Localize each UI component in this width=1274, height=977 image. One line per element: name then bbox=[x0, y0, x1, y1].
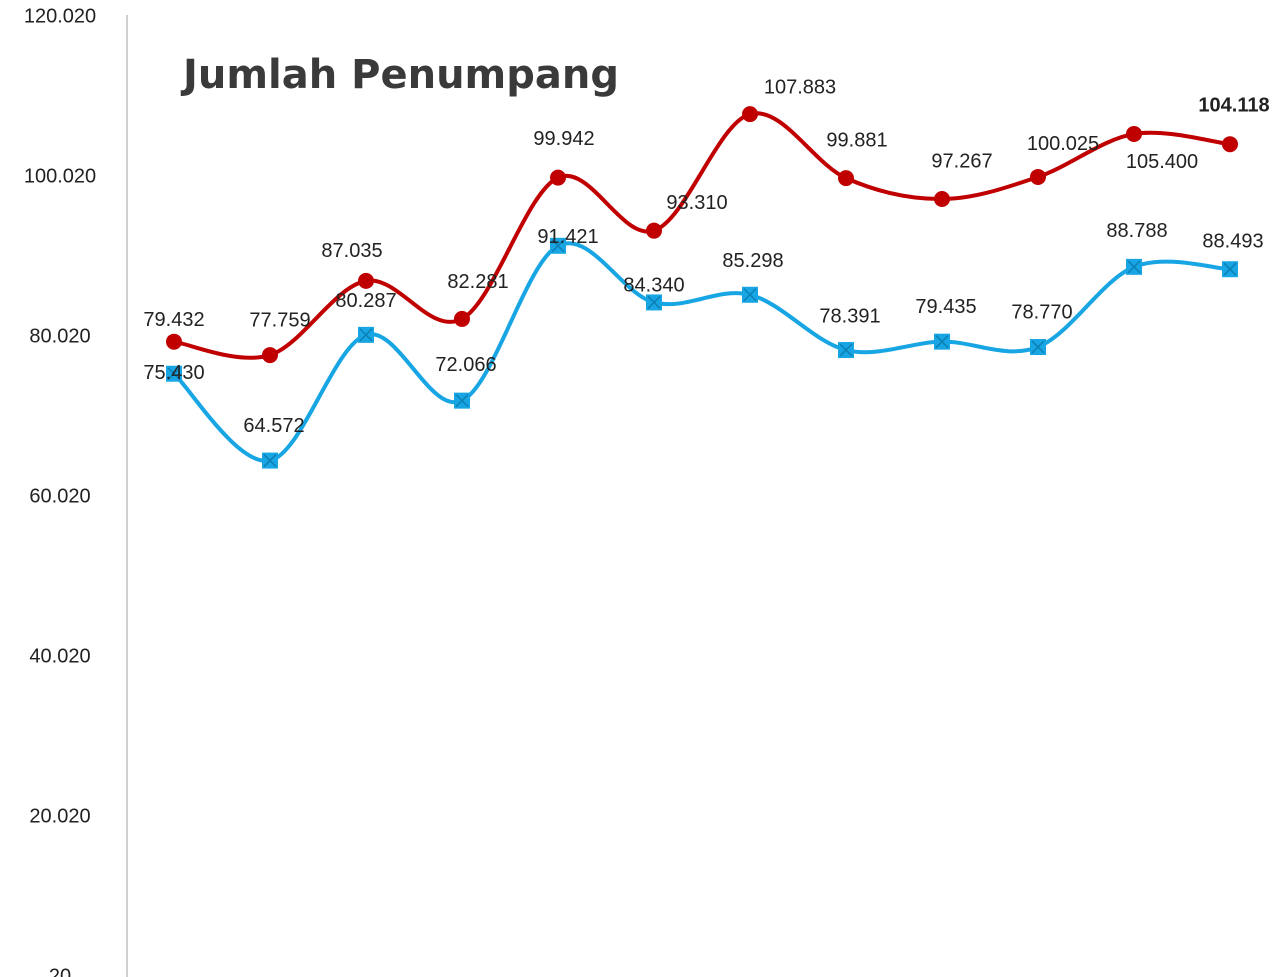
point-marker bbox=[550, 169, 566, 186]
marker-cross bbox=[935, 335, 949, 349]
data-label: 99.942 bbox=[533, 128, 594, 150]
data-label: 84.340 bbox=[623, 275, 684, 297]
data-label: 85.298 bbox=[722, 250, 783, 272]
data-label: 80.287 bbox=[335, 290, 396, 312]
point-marker bbox=[358, 326, 374, 343]
data-label: 100.025 bbox=[1027, 133, 1099, 155]
data-label: 105.400 bbox=[1126, 151, 1198, 173]
marker-cross bbox=[455, 394, 469, 408]
point-marker bbox=[1126, 125, 1142, 142]
point-marker bbox=[1030, 339, 1046, 355]
marker-cross bbox=[359, 328, 373, 342]
point-marker bbox=[934, 191, 950, 208]
marker-cross bbox=[551, 239, 565, 253]
point-marker bbox=[166, 333, 182, 350]
point-marker bbox=[646, 222, 662, 239]
point-marker bbox=[262, 452, 278, 469]
data-label: 64.572 bbox=[243, 415, 304, 437]
data-label: 78.391 bbox=[819, 305, 880, 327]
marker-cross bbox=[1127, 260, 1141, 274]
point-marker bbox=[358, 272, 374, 289]
y-tick-label: 40.020 bbox=[29, 645, 90, 667]
marker-cross bbox=[1031, 340, 1045, 354]
marker-cross bbox=[263, 454, 277, 468]
data-label: 88.493 bbox=[1202, 230, 1263, 252]
point-marker bbox=[550, 237, 566, 254]
point-marker bbox=[934, 333, 950, 350]
data-label: 91.421 bbox=[537, 226, 598, 248]
point-marker bbox=[1126, 258, 1142, 275]
data-label: 77.759 bbox=[249, 309, 310, 331]
chart-title: Jumlah Penumpang bbox=[180, 52, 619, 98]
point-marker bbox=[838, 342, 854, 359]
data-label: 104.118 bbox=[1198, 94, 1269, 116]
data-label: 75.430 bbox=[143, 362, 204, 384]
point-marker bbox=[262, 347, 278, 364]
data-label: 97.267 bbox=[931, 150, 992, 172]
data-label: 72.066 bbox=[435, 354, 496, 376]
data-label: 79.435 bbox=[915, 296, 976, 318]
data-label: 87.035 bbox=[321, 240, 382, 262]
marker-cross bbox=[167, 367, 181, 381]
point-marker bbox=[646, 294, 662, 311]
point-marker bbox=[454, 392, 470, 409]
data-label: 78.770 bbox=[1011, 301, 1072, 323]
y-tick-label: 100.020 bbox=[24, 165, 96, 187]
series-line bbox=[172, 241, 1231, 463]
point-marker bbox=[454, 310, 470, 327]
marker-cross bbox=[647, 295, 661, 309]
y-tick-label: 20 bbox=[49, 965, 71, 977]
point-marker bbox=[742, 106, 758, 123]
data-label: 107.883 bbox=[764, 76, 836, 98]
point-marker bbox=[742, 286, 758, 303]
marker-cross bbox=[839, 343, 853, 357]
data-label: 82.281 bbox=[447, 271, 508, 293]
point-marker bbox=[838, 170, 854, 187]
data-label: 88.788 bbox=[1106, 220, 1167, 242]
y-tick-label: 20.020 bbox=[29, 805, 90, 827]
data-label: 79.432 bbox=[143, 309, 204, 331]
y-tick-label: 60.020 bbox=[29, 485, 90, 507]
point-marker bbox=[166, 365, 182, 382]
y-tick-label: 120.020 bbox=[24, 5, 96, 27]
marker-cross bbox=[1223, 262, 1237, 276]
y-tick-label: 80.020 bbox=[29, 325, 90, 347]
point-marker bbox=[1030, 168, 1046, 185]
data-label: 99.881 bbox=[826, 129, 887, 151]
point-marker bbox=[1222, 136, 1238, 153]
data-label: 93.310 bbox=[666, 192, 727, 214]
point-marker bbox=[1222, 261, 1238, 278]
marker-cross bbox=[743, 288, 757, 302]
